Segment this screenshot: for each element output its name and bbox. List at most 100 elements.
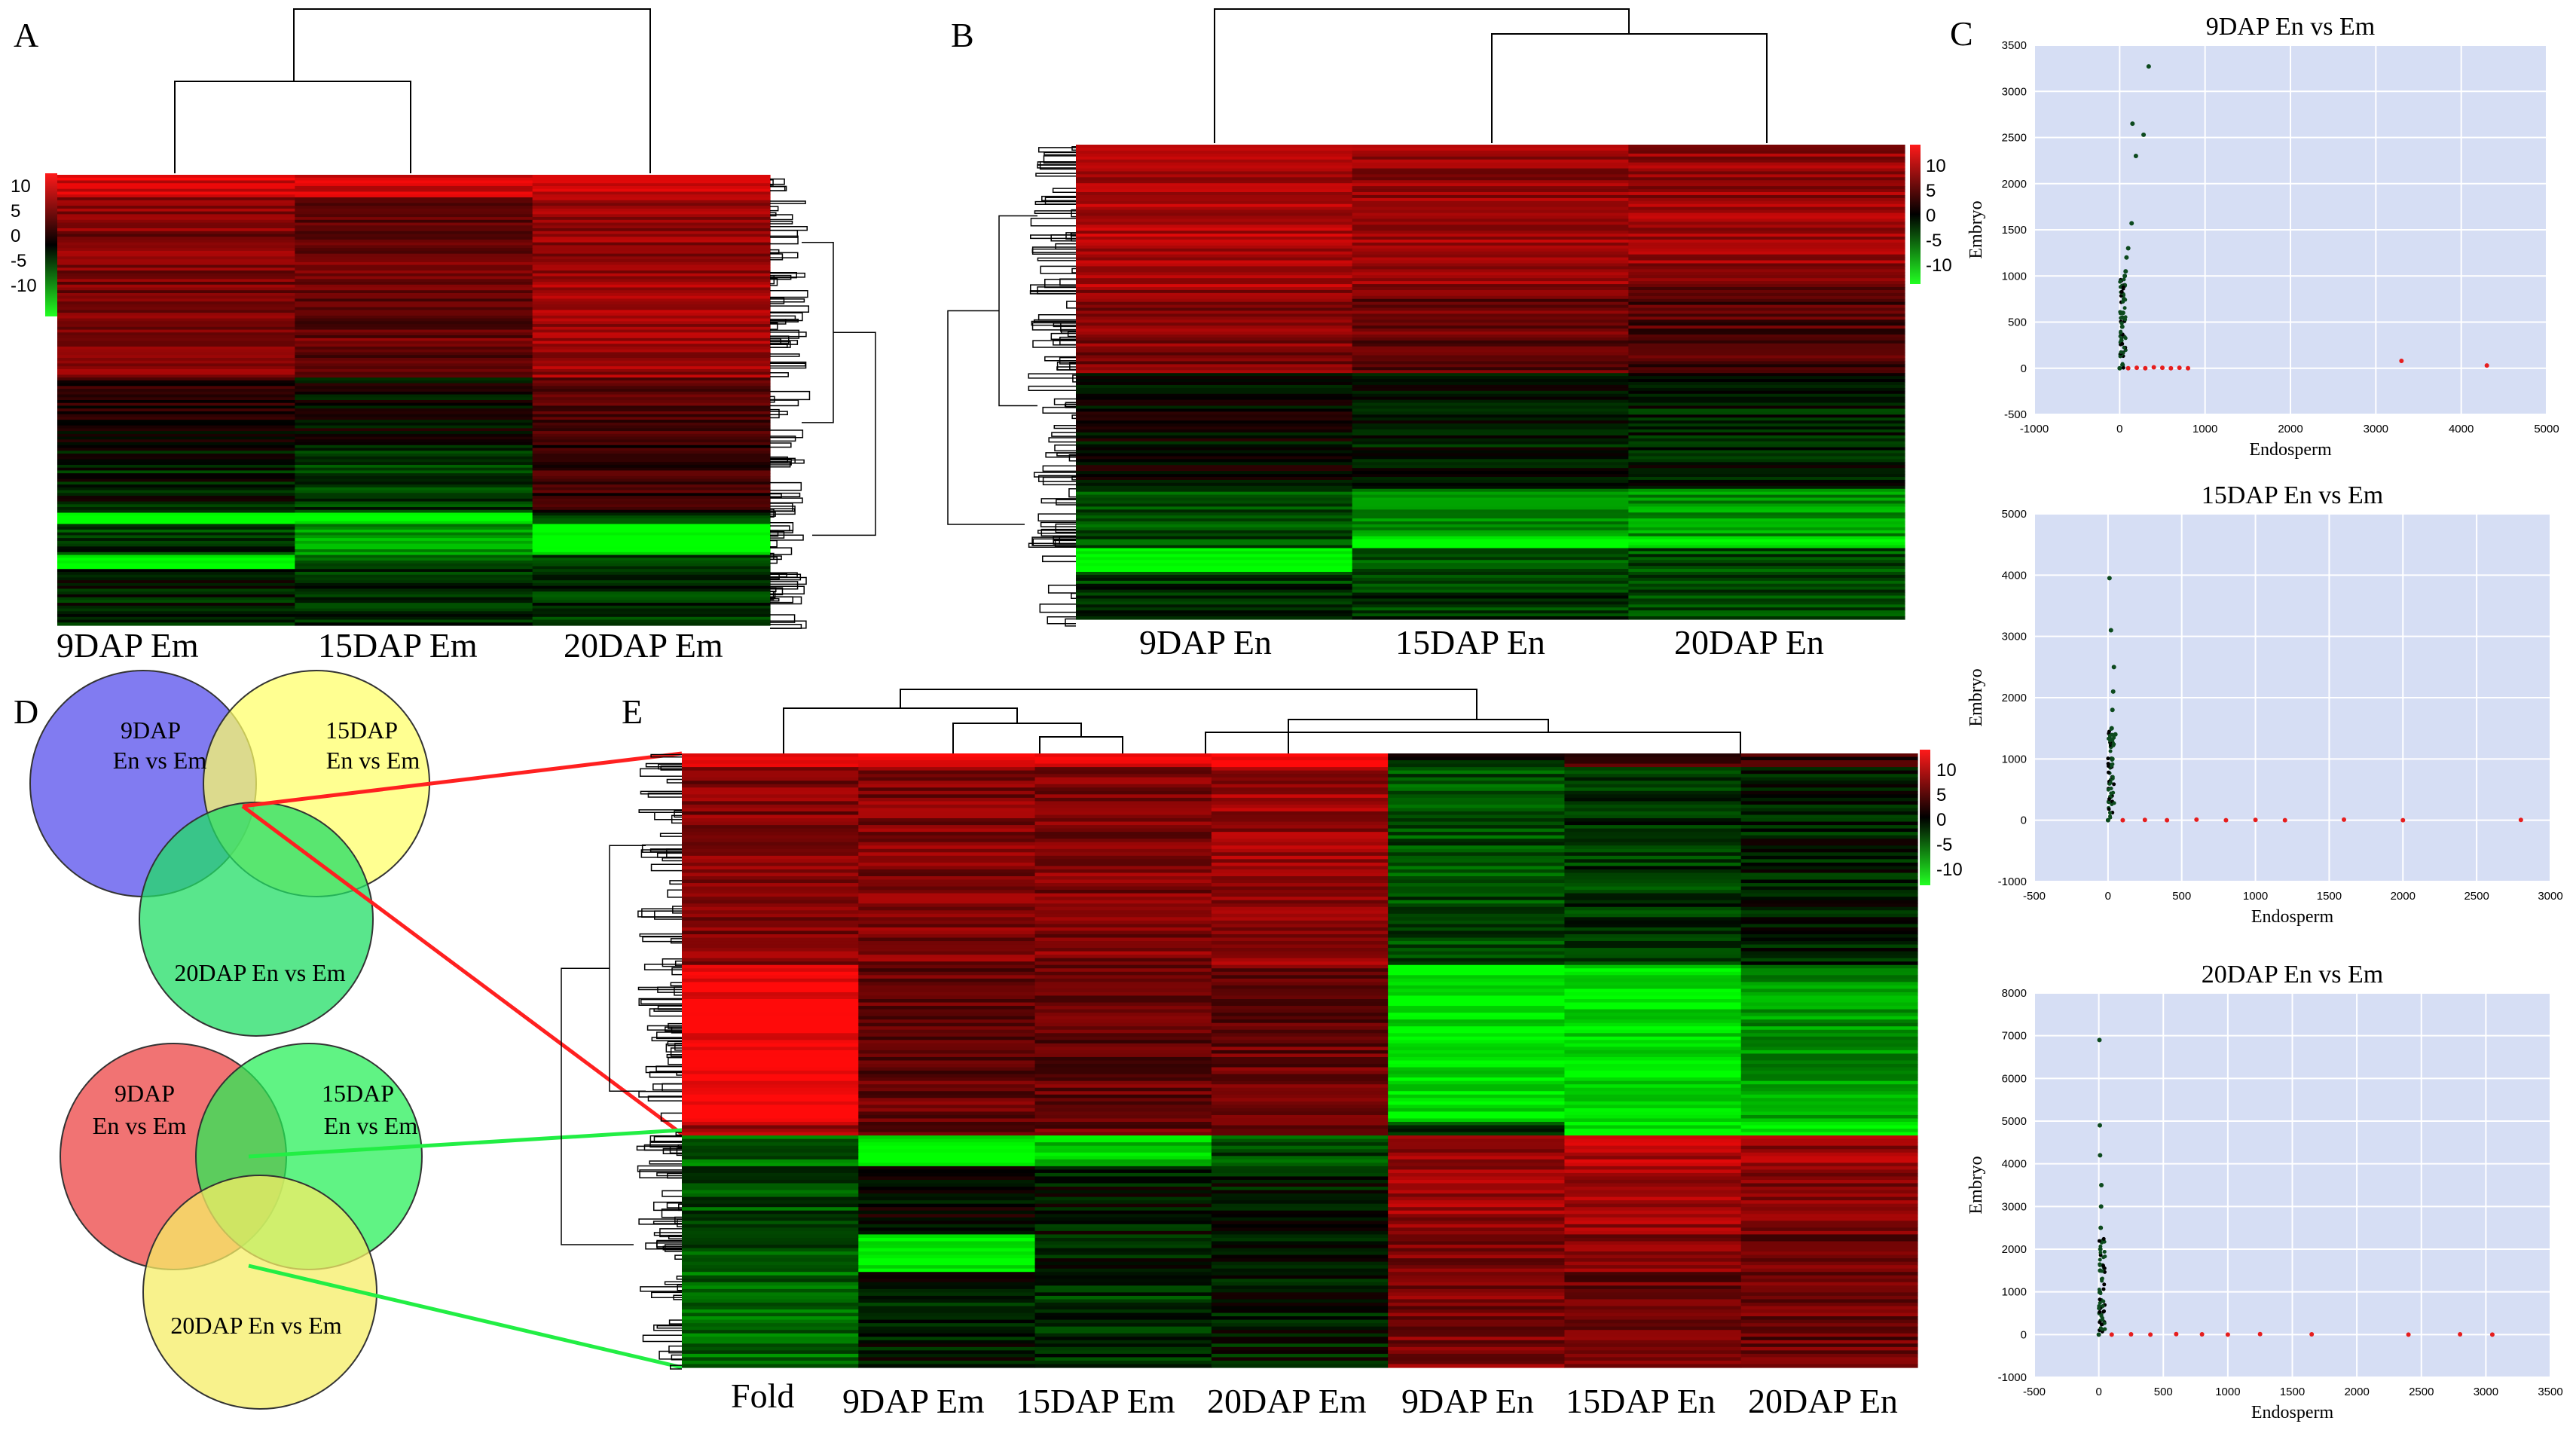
heatmap-a-cell — [295, 428, 533, 432]
heatmap-e-cell — [858, 1214, 1036, 1218]
heatmap-e-cell — [858, 781, 1036, 785]
heatmap-e-cell — [1211, 1036, 1389, 1040]
heatmap-a-cell — [295, 411, 533, 415]
heatmap-b-cell — [1628, 287, 1905, 291]
heatmap-a-cell — [532, 611, 771, 615]
dendrogram-branch — [1037, 530, 1076, 534]
y-tick-label: 7000 — [2002, 1030, 2027, 1043]
heatmap-e-cell — [858, 794, 1036, 799]
heatmap-b-cell — [1076, 479, 1353, 484]
heatmap-e-cell — [1034, 1316, 1212, 1321]
heatmap-e-cell — [1564, 767, 1742, 772]
heatmap-b-cell — [1628, 595, 1905, 600]
heatmap-b-cell — [1628, 577, 1905, 582]
heatmap-a-cell — [57, 487, 295, 491]
heatmap-e-cell — [1564, 784, 1742, 788]
heatmap-a-cell — [532, 321, 771, 325]
heatmap-e-cell — [1211, 999, 1389, 1004]
y-tick-label: 5000 — [2002, 1115, 2027, 1128]
heatmap-e-cell — [1388, 1152, 1566, 1157]
heatmap-a-cell — [295, 549, 533, 553]
heatmap-a-cell — [57, 276, 295, 280]
heatmap-b-cell — [1076, 417, 1353, 421]
heatmap-b-cell — [1628, 471, 1905, 475]
dendrogram-branch — [1028, 385, 1076, 391]
heatmap-b-cell — [1352, 257, 1629, 261]
heatmap-b-cell — [1076, 557, 1353, 561]
heatmap-e-cell — [1034, 1282, 1212, 1286]
heatmap-b-cell — [1352, 515, 1629, 519]
dendrogram-branch — [640, 998, 682, 1005]
heatmap-b-cell — [1352, 382, 1629, 386]
heatmap-e-cell — [858, 855, 1036, 860]
dendrogram-branch — [1040, 498, 1076, 504]
heatmap-e-cell — [1564, 1360, 1742, 1365]
heatmap-e-cell — [1388, 1357, 1566, 1361]
heatmap-e-cell — [858, 818, 1036, 823]
heatmap-e-cell — [1211, 832, 1389, 836]
heatmap-a-cell — [57, 445, 295, 449]
x-tick-label: 0 — [2116, 423, 2122, 435]
heatmap-e-cell — [1388, 913, 1566, 918]
heatmap-e-cell — [1211, 1114, 1389, 1120]
dendrogram-branch — [770, 497, 803, 504]
heatmap-e-cell — [1388, 1060, 1566, 1065]
heatmap-e-cell — [1211, 968, 1389, 973]
heatmap-b-cell — [1628, 373, 1905, 377]
heatmap-b-cell — [1352, 263, 1629, 267]
heatmap-e-cell — [1740, 1019, 1918, 1024]
heatmap-b-cell — [1628, 482, 1905, 487]
heatmap-a-cell — [532, 580, 771, 584]
heatmap-e-cell — [858, 951, 1036, 955]
heatmap-e-cell — [682, 1108, 859, 1113]
dendrogram-branch — [649, 1008, 682, 1017]
heatmap-e-cell — [1034, 1234, 1212, 1239]
heatmap-b-cell — [1076, 245, 1353, 249]
heatmap-e-cell — [1034, 818, 1212, 823]
heatmap-e-cell — [858, 811, 1036, 816]
heatmap-e-cell — [1388, 1217, 1566, 1221]
dendrogram-branch — [770, 585, 805, 595]
heatmap-e-cell — [1034, 1193, 1212, 1198]
heatmap-e-cell — [682, 893, 859, 897]
heatmap-e-cell — [1211, 862, 1389, 867]
embryo-point — [2125, 246, 2131, 251]
column-labels-e: Fold 9DAP Em 15DAP Em 20DAP Em 9DAP En 1… — [731, 1377, 1898, 1420]
heatmap-a-cell — [295, 456, 533, 460]
heatmap-e-cell — [858, 1056, 1036, 1062]
heatmap-a-cell — [57, 549, 295, 553]
heatmap-e-cell — [858, 1050, 1036, 1055]
heatmap-e-cell — [1740, 1016, 1918, 1020]
heatmap-b-cell — [1628, 192, 1905, 196]
heatmap-b-cell — [1628, 560, 1905, 564]
heatmap-e-cell — [1034, 999, 1212, 1004]
heatmap-b-cell — [1076, 426, 1353, 430]
heatmap-e-cell — [1740, 1364, 1918, 1368]
heatmap-e-cell — [1211, 869, 1389, 874]
heatmap-b-cell — [1352, 485, 1629, 490]
heatmap-e-cell — [1740, 1108, 1918, 1113]
heatmap-e-cell — [1388, 1221, 1566, 1225]
heatmap-e-cell — [858, 1337, 1036, 1341]
heatmap-e-cell — [858, 862, 1036, 867]
heatmap-a-cell — [295, 524, 533, 527]
heatmap-b-cell — [1076, 234, 1353, 237]
heatmap-b-cell — [1352, 322, 1629, 326]
heatmap-b-cell — [1076, 313, 1353, 317]
heatmap-e-cell — [1564, 917, 1742, 921]
heatmap-e-cell — [682, 866, 859, 870]
heatmap-a-cell — [57, 428, 295, 432]
heatmap-e-cell — [1388, 1319, 1566, 1324]
heatmap-a-cell — [532, 197, 771, 201]
heatmap-a-cell — [295, 326, 533, 331]
heatmap-b-cell — [1076, 278, 1353, 282]
heatmap-e-cell — [1564, 1026, 1742, 1031]
heatmap-a-cell — [295, 203, 533, 206]
dendrogram-branch — [665, 1043, 682, 1053]
dendrogram-branch — [770, 399, 799, 407]
heatmap-e-cell — [1740, 1166, 1918, 1170]
heatmap-e-cell — [1388, 1190, 1566, 1194]
heatmap-b-cell — [1628, 497, 1905, 502]
heatmap-e-cell — [1564, 1166, 1742, 1170]
heatmap-e-cell — [682, 1221, 859, 1225]
